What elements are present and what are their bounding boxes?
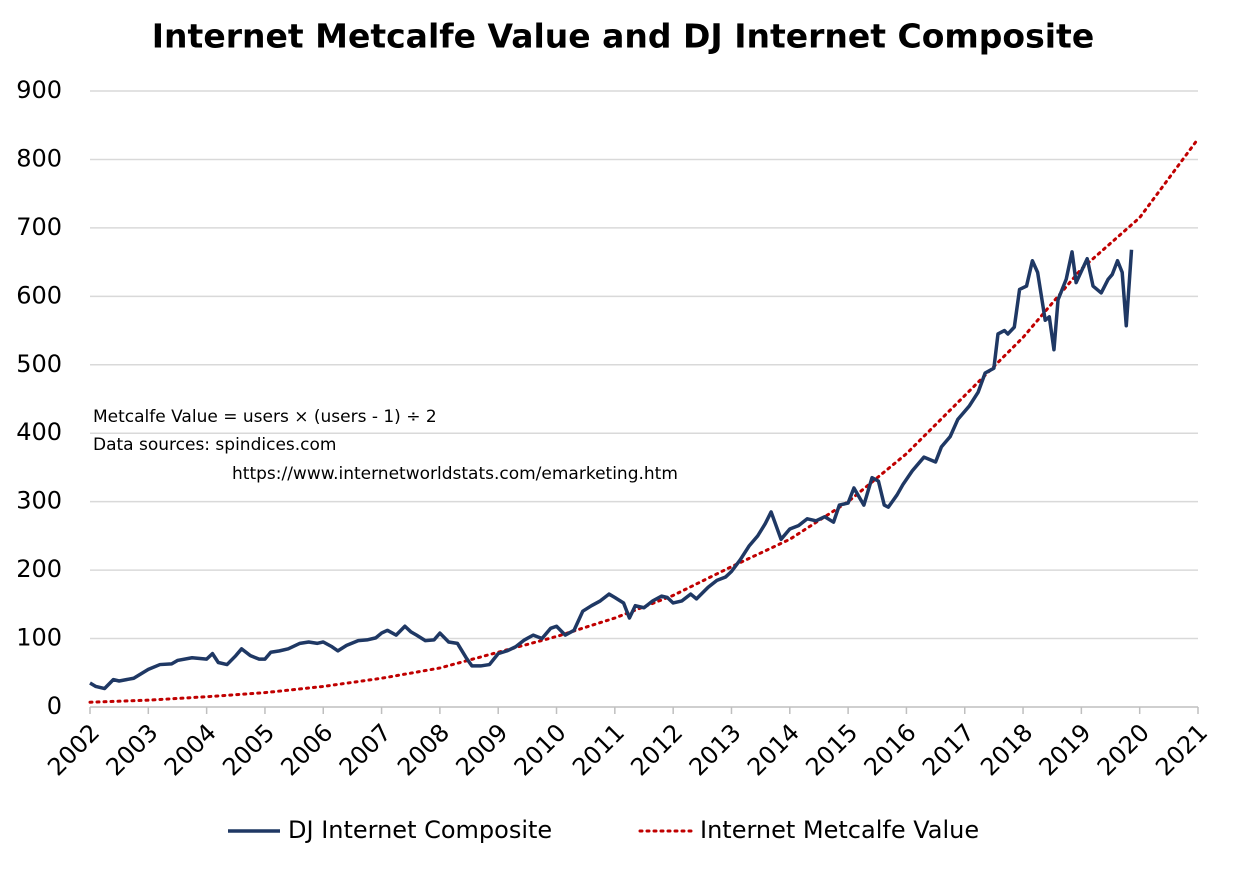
annotation: Data sources: spindices.com <box>93 435 336 455</box>
y-tick-label: 200 <box>16 555 62 583</box>
y-tick-label: 0 <box>47 692 62 720</box>
chart-title: Internet Metcalfe Value and DJ Internet … <box>152 17 1094 56</box>
legend-label: Internet Metcalfe Value <box>700 816 979 844</box>
y-tick-label: 900 <box>16 76 62 104</box>
y-tick-label: 700 <box>16 213 62 241</box>
series-line <box>88 137 1200 704</box>
y-tick-label: 400 <box>16 418 62 446</box>
y-tick-label: 300 <box>16 487 62 515</box>
annotation: Metcalfe Value = users × (users - 1) ÷ 2 <box>93 407 437 427</box>
y-tick-label: 100 <box>16 624 62 652</box>
y-tick-label: 600 <box>16 281 62 309</box>
legend-label: DJ Internet Composite <box>288 816 552 844</box>
y-tick-label: 500 <box>16 350 62 378</box>
series-line <box>89 249 1134 691</box>
y-tick-label: 800 <box>16 144 62 172</box>
annotation: https://www.internetworldstats.com/emark… <box>232 464 678 484</box>
